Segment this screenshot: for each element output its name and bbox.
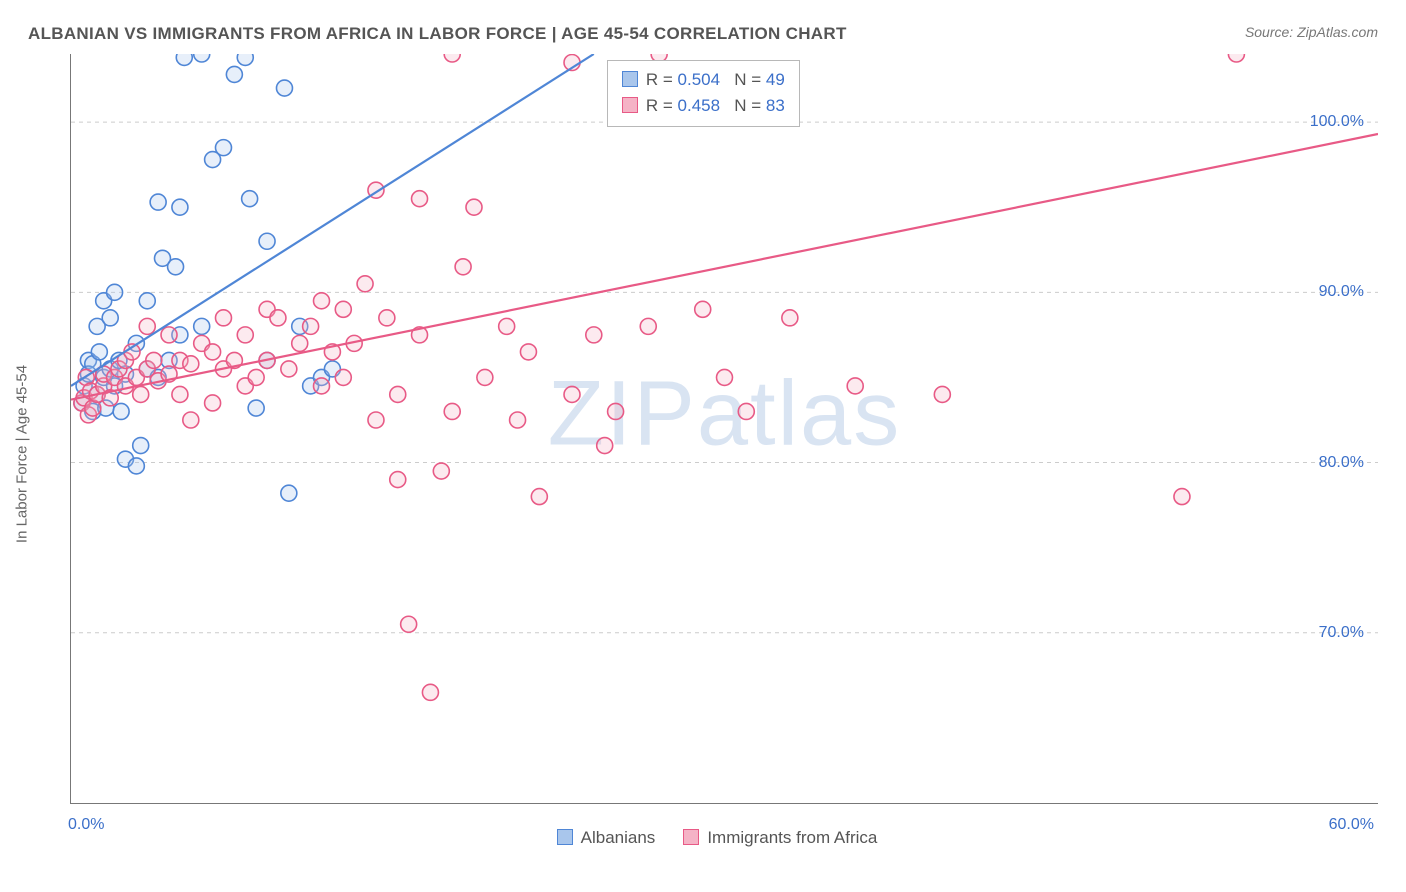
africa-point bbox=[281, 361, 297, 377]
y-tick-label: 90.0% bbox=[1319, 283, 1364, 301]
africa-point bbox=[335, 369, 351, 385]
africa-point bbox=[717, 369, 733, 385]
africa-point bbox=[782, 310, 798, 326]
africa-point bbox=[433, 463, 449, 479]
albanians-point bbox=[91, 344, 107, 360]
y-axis-label: In Labor Force | Age 45-54 bbox=[14, 365, 31, 543]
albanians-point bbox=[139, 293, 155, 309]
albanians-point bbox=[128, 458, 144, 474]
albanians-point bbox=[133, 438, 149, 454]
africa-point bbox=[368, 412, 384, 428]
africa-point bbox=[161, 327, 177, 343]
albanians-point bbox=[237, 54, 253, 65]
plot-area: ZIPatlas R = 0.504 N = 49R = 0.458 N = 8… bbox=[70, 54, 1378, 804]
albanians-point bbox=[215, 140, 231, 156]
source-label: Source: ZipAtlas.com bbox=[1245, 24, 1378, 40]
africa-point bbox=[597, 438, 613, 454]
plot-wrap: In Labor Force | Age 45-54 ZIPatlas R = … bbox=[28, 54, 1378, 854]
albanians-point bbox=[113, 403, 129, 419]
albanians-point bbox=[194, 54, 210, 62]
africa-point bbox=[444, 54, 460, 62]
africa-point bbox=[586, 327, 602, 343]
albanians-trendline bbox=[71, 54, 594, 386]
albanians-point bbox=[172, 199, 188, 215]
africa-point bbox=[183, 356, 199, 372]
x-tick-right: 60.0% bbox=[1329, 816, 1374, 834]
bottom-legend: AlbaniansImmigrants from Africa bbox=[28, 828, 1378, 848]
albanians-point bbox=[194, 318, 210, 334]
legend-row-africa: R = 0.458 N = 83 bbox=[622, 93, 785, 119]
africa-point bbox=[335, 301, 351, 317]
albanians-point bbox=[281, 485, 297, 501]
africa-point bbox=[133, 386, 149, 402]
y-tick-label: 80.0% bbox=[1319, 454, 1364, 472]
africa-point bbox=[205, 395, 221, 411]
chart-container: ALBANIAN VS IMMIGRANTS FROM AFRICA IN LA… bbox=[0, 0, 1406, 892]
africa-point bbox=[422, 684, 438, 700]
bottom-legend-item-africa: Immigrants from Africa bbox=[655, 828, 877, 847]
albanians-point bbox=[102, 310, 118, 326]
africa-point bbox=[205, 344, 221, 360]
albanians-point bbox=[276, 80, 292, 96]
plot-svg bbox=[71, 54, 1378, 803]
legend-row-albanians: R = 0.504 N = 49 bbox=[622, 67, 785, 93]
africa-point bbox=[412, 191, 428, 207]
africa-point bbox=[357, 276, 373, 292]
africa-point bbox=[314, 293, 330, 309]
x-tick-left: 0.0% bbox=[68, 816, 104, 834]
africa-point bbox=[1174, 489, 1190, 505]
correlation-legend-box: R = 0.504 N = 49R = 0.458 N = 83 bbox=[607, 60, 800, 127]
africa-point bbox=[564, 386, 580, 402]
albanians-point bbox=[226, 66, 242, 82]
africa-point bbox=[608, 403, 624, 419]
africa-point bbox=[292, 335, 308, 351]
africa-point bbox=[455, 259, 471, 275]
title-row: ALBANIAN VS IMMIGRANTS FROM AFRICA IN LA… bbox=[28, 24, 1378, 44]
africa-point bbox=[390, 386, 406, 402]
albanians-point bbox=[176, 54, 192, 65]
albanians-point bbox=[248, 400, 264, 416]
africa-point bbox=[379, 310, 395, 326]
y-tick-label: 100.0% bbox=[1310, 113, 1364, 131]
africa-point bbox=[499, 318, 515, 334]
y-tick-label: 70.0% bbox=[1319, 624, 1364, 642]
albanians-point bbox=[259, 233, 275, 249]
africa-point bbox=[695, 301, 711, 317]
chart-title: ALBANIAN VS IMMIGRANTS FROM AFRICA IN LA… bbox=[28, 24, 847, 44]
africa-trendline bbox=[71, 134, 1378, 400]
africa-point bbox=[146, 352, 162, 368]
africa-point bbox=[444, 403, 460, 419]
africa-point bbox=[477, 369, 493, 385]
africa-point bbox=[237, 327, 253, 343]
africa-point bbox=[303, 318, 319, 334]
africa-point bbox=[248, 369, 264, 385]
albanians-point bbox=[150, 194, 166, 210]
africa-point bbox=[520, 344, 536, 360]
africa-point bbox=[738, 403, 754, 419]
africa-point bbox=[183, 412, 199, 428]
africa-point bbox=[847, 378, 863, 394]
africa-point bbox=[466, 199, 482, 215]
africa-point bbox=[172, 386, 188, 402]
africa-point bbox=[401, 616, 417, 632]
albanians-point bbox=[242, 191, 258, 207]
africa-point bbox=[934, 386, 950, 402]
africa-point bbox=[640, 318, 656, 334]
albanians-point bbox=[107, 284, 123, 300]
africa-point bbox=[390, 472, 406, 488]
africa-point bbox=[314, 378, 330, 394]
africa-point bbox=[1228, 54, 1244, 62]
albanians-point bbox=[168, 259, 184, 275]
africa-point bbox=[215, 310, 231, 326]
africa-point bbox=[510, 412, 526, 428]
africa-point bbox=[270, 310, 286, 326]
africa-point bbox=[139, 318, 155, 334]
bottom-legend-item-albanians: Albanians bbox=[529, 828, 656, 847]
africa-point bbox=[531, 489, 547, 505]
